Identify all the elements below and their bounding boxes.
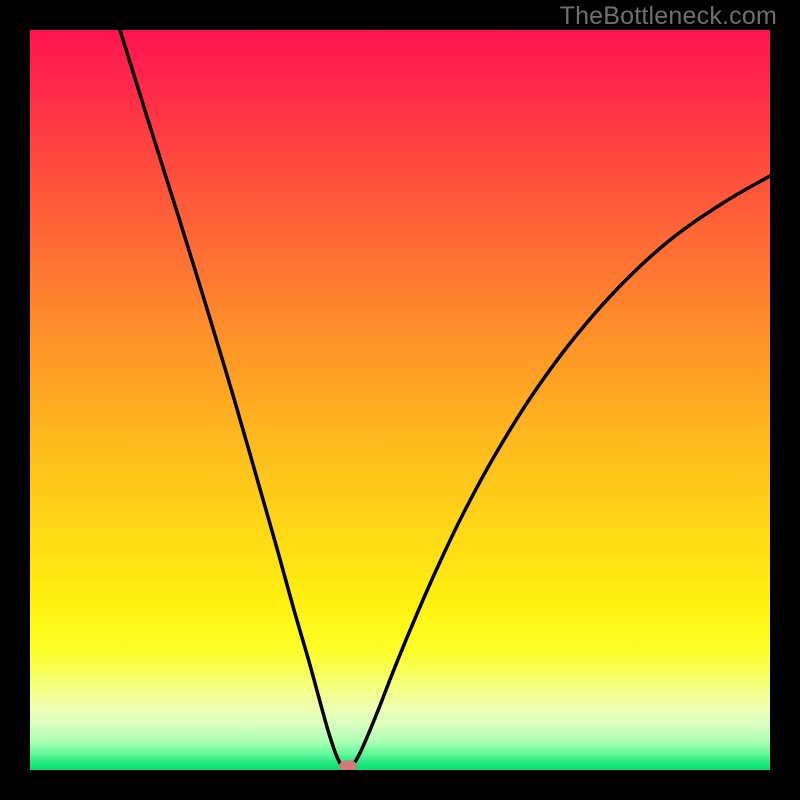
- curve-left-branch: [120, 30, 342, 766]
- curve-right-branch: [352, 176, 770, 766]
- plot-area: [30, 30, 770, 770]
- watermark-text: TheBottleneck.com: [560, 2, 777, 31]
- curve-layer: [30, 30, 770, 770]
- chart-frame: TheBottleneck.com: [0, 0, 800, 800]
